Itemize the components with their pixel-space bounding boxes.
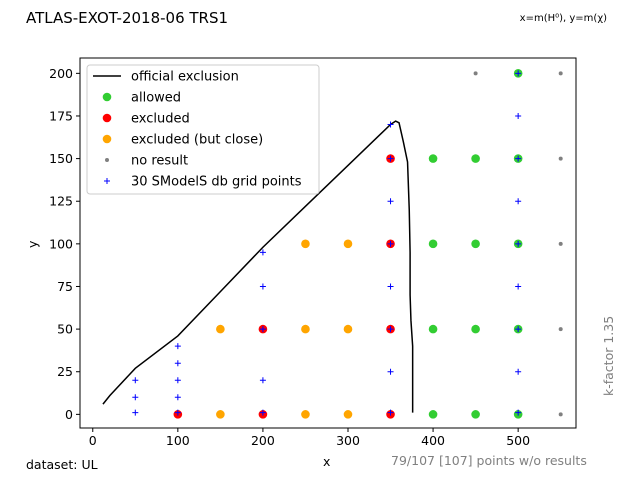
no-result-point xyxy=(558,327,563,332)
y-tick-label: 25 xyxy=(57,364,73,379)
excluded-close-point xyxy=(343,410,353,419)
grid-point xyxy=(387,198,394,205)
x-tick-label: 200 xyxy=(251,433,275,448)
grid-point xyxy=(387,326,394,333)
y-tick-label: 0 xyxy=(65,407,73,422)
excluded-close-point xyxy=(301,239,310,249)
grid-point xyxy=(259,409,266,416)
grid-point xyxy=(387,409,394,416)
allowed-point xyxy=(428,239,438,249)
axis-ticks: 0 100 200 300 400 500 0 25 50 75 100 125 150 175 200 xyxy=(49,66,530,448)
legend-dot-marker xyxy=(102,92,112,102)
allowed-point xyxy=(471,324,480,334)
no-result-point xyxy=(558,241,563,246)
grid-point xyxy=(259,377,266,384)
y-axis-label: y xyxy=(25,240,40,248)
grid-point xyxy=(515,70,522,77)
excluded-close-point xyxy=(343,239,353,249)
official-exclusion-line xyxy=(102,120,414,413)
allowed-point xyxy=(471,410,480,419)
x-tick-label: 100 xyxy=(166,433,190,448)
official-exclusion-layer xyxy=(102,120,414,413)
legend-label: excluded xyxy=(131,112,190,127)
grid-point xyxy=(259,283,266,290)
grid-point xyxy=(132,377,139,384)
grid-point xyxy=(387,155,394,162)
legend-label: excluded (but close) xyxy=(131,133,263,148)
grid-point xyxy=(515,283,522,290)
grid-point xyxy=(515,155,522,162)
no-result-point xyxy=(558,412,563,417)
legend-label: 30 SModelS db grid points xyxy=(131,175,302,190)
grid-point xyxy=(387,283,394,290)
y-tick-label: 75 xyxy=(57,279,73,294)
grid-point xyxy=(174,377,181,384)
axes-note: x=m(H⁰), y=m(χ) xyxy=(519,13,607,24)
excluded-close-point xyxy=(216,410,225,419)
y-tick-label: 175 xyxy=(49,108,73,123)
allowed-point xyxy=(471,154,480,163)
grid-point xyxy=(174,360,181,367)
legend-box xyxy=(86,64,320,195)
grid-point xyxy=(515,112,522,119)
points-without-results-note: 79/107 [107] points w/o results xyxy=(391,453,587,468)
x-axis-label: x xyxy=(323,454,331,469)
x-tick-label: 400 xyxy=(421,433,445,448)
grid-point xyxy=(259,326,266,333)
excluded-close-point xyxy=(216,324,225,334)
excluded-close-point xyxy=(301,324,310,334)
grid-point xyxy=(387,121,394,128)
x-tick-label: 300 xyxy=(336,433,360,448)
y-tick-label: 125 xyxy=(49,194,73,209)
y-tick-label: 200 xyxy=(49,66,73,81)
legend-label: allowed xyxy=(131,91,181,106)
legend-label: no result xyxy=(131,154,188,169)
grid-point xyxy=(132,394,139,401)
y-tick-label: 50 xyxy=(57,322,73,337)
k-factor-label: k-factor 1.35 xyxy=(601,315,616,396)
grid-point xyxy=(174,394,181,401)
excluded-close-point xyxy=(301,410,310,419)
legend-dot-marker xyxy=(102,113,112,123)
grid-point xyxy=(387,368,394,375)
grid-point xyxy=(387,240,394,247)
allowed-point xyxy=(428,154,438,163)
grid-point xyxy=(515,409,522,416)
grid-point xyxy=(174,343,181,350)
allowed-point xyxy=(428,410,438,419)
no-result-point xyxy=(473,71,478,76)
excluded-close-point xyxy=(343,324,353,334)
grid-point xyxy=(515,326,522,333)
legend-dot-marker xyxy=(102,134,112,144)
legend: official exclusion allowed excluded exclude… xyxy=(86,64,320,195)
allowed-point xyxy=(471,239,480,249)
legend-small-dot-marker xyxy=(105,158,109,162)
dataset-label: dataset: UL xyxy=(26,457,98,472)
grid-point xyxy=(515,240,522,247)
chart-title: ATLAS-EXOT-2018-06 TRS1 xyxy=(26,9,229,27)
legend-plus-marker xyxy=(104,178,110,184)
grid-point xyxy=(259,249,266,256)
x-tick-label: 500 xyxy=(506,433,530,448)
grid-point xyxy=(515,198,522,205)
plot-frame xyxy=(79,57,577,429)
grid-point xyxy=(132,409,139,416)
allowed-point xyxy=(428,324,438,334)
no-result-point xyxy=(558,71,563,76)
legend-label: official exclusion xyxy=(131,70,239,85)
grid-point xyxy=(174,409,181,416)
x-tick-label: 0 xyxy=(89,433,97,448)
no-result-point xyxy=(558,156,563,161)
y-tick-label: 100 xyxy=(49,236,73,251)
points-layer xyxy=(132,69,563,419)
grid-point xyxy=(515,368,522,375)
y-tick-label: 150 xyxy=(49,151,73,166)
